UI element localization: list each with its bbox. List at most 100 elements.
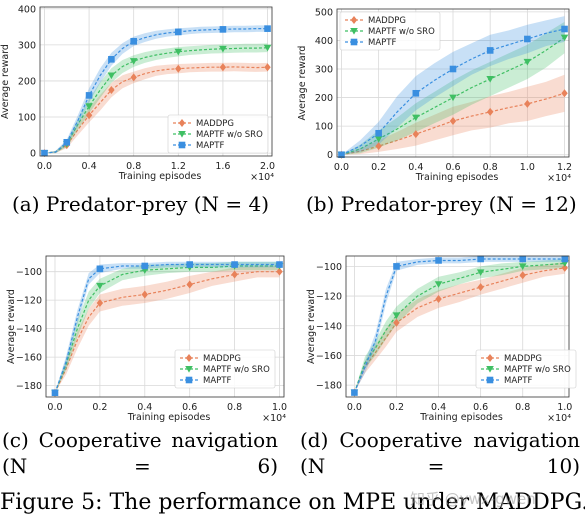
marker-maddpg-d: [435, 295, 442, 304]
y-tick-label-b: 300: [315, 65, 333, 76]
legend-marker-maddpg-d: [486, 354, 494, 362]
legend-marker-maptf-wo-sro-a: [178, 131, 186, 138]
caption-b: (b) Predator-prey (N = 12): [306, 192, 577, 216]
x-tick-label-d: 0.8: [515, 402, 530, 413]
marker-maddpg-d: [477, 283, 484, 292]
legend-label-maptf-wo-sro-c: MAPTF w/o SRO: [203, 365, 270, 375]
marker-maddpg-d: [561, 263, 568, 272]
line-maptf-wo-sro-a: [44, 47, 268, 154]
marker-maddpg-b: [561, 89, 568, 98]
marker-maddpg-c: [276, 267, 283, 276]
x-axis-label-b: Training episodes: [415, 172, 499, 183]
marker-maptf-b: [375, 129, 382, 137]
y-tick-label-b: 200: [315, 93, 333, 104]
marker-maptf-wo-sro-d: [476, 269, 485, 276]
marker-maptf-wo-sro-b: [374, 136, 383, 143]
marker-maptf-b: [561, 25, 568, 33]
x-axis-label-c: Training episodes: [127, 412, 211, 423]
marker-maptf-d: [477, 255, 484, 263]
y-tick-label-a: 400: [18, 4, 36, 15]
plot-frame-b: [336, 8, 570, 158]
x-tick-label-a: 0.8: [126, 161, 141, 172]
marker-maptf-b: [338, 151, 345, 159]
x-tick-label-c: 0.0: [47, 402, 62, 413]
legend-box-a: [167, 114, 269, 154]
marker-maptf-wo-sro-d: [392, 312, 401, 319]
marker-maptf-c: [141, 262, 149, 270]
caption-d: (d) Cooperative navigation (N = 10): [300, 428, 580, 478]
marker-maddpg-b: [412, 130, 420, 139]
marker-maptf-a: [130, 37, 137, 45]
legend-marker-maptf-wo-sro-b: [350, 28, 358, 35]
marker-maptf-c: [186, 261, 193, 268]
x-tick-label-b: 1.2: [557, 162, 572, 173]
marker-maptf-a: [219, 26, 227, 33]
y-tick-label-a: 0: [30, 149, 36, 160]
marker-maptf-a: [175, 28, 182, 36]
legend-label-maddpg-d: MADDPG: [504, 354, 542, 364]
marker-maddpg-c: [186, 280, 193, 289]
x-tick-label-c: 0.4: [137, 402, 152, 413]
x-tick-label-d: 0.4: [431, 402, 446, 413]
y-tick-label-d: −160: [316, 351, 342, 362]
marker-maptf-wo-sro-b: [523, 58, 532, 66]
marker-maptf-c: [276, 261, 283, 268]
x-multiplier-a: ×10⁴: [250, 172, 274, 183]
marker-maddpg-b: [524, 99, 531, 108]
y-tick-label-a: 100: [18, 113, 36, 124]
marker-maptf-wo-sro-a: [263, 44, 272, 52]
legend-marker-maptf-wo-sro-d: [486, 366, 494, 373]
legend-label-maddpg-c: MADDPG: [203, 354, 241, 364]
x-tick-label-b: 0.6: [445, 162, 460, 173]
y-tick-label-c: −180: [16, 381, 42, 392]
y-axis-label-a: Average reward: [0, 44, 11, 119]
y-tick-label-c: −120: [16, 296, 42, 307]
marker-maddpg-a: [175, 64, 182, 73]
legend-marker-maptf-wo-sro-c: [185, 366, 193, 373]
marker-maptf-b: [412, 89, 420, 97]
x-tick-label-b: 0.2: [371, 162, 386, 173]
figure-caption: Figure 5: The performance on MPE under M…: [0, 490, 585, 515]
marker-maptf-wo-sro-a: [174, 48, 183, 56]
legend-label-maptf-d: MAPTF: [504, 376, 532, 386]
legend-label-maptf-a: MAPTF: [196, 141, 224, 151]
marker-maptf-wo-sro-a: [219, 45, 227, 53]
marker-maptf-a: [41, 149, 48, 157]
marker-maptf-c: [231, 261, 238, 268]
chart-b: 0.0 0.2 0.4 0.6 0.8 1.0 1.2 0 100 200 300 400 500 Tra…: [297, 7, 572, 184]
x-tick-label-d: 0.2: [389, 402, 404, 413]
x-tick-label-c: 1.0: [272, 402, 287, 413]
marker-maptf-wo-sro-b: [449, 94, 457, 102]
marker-maptf-c: [96, 265, 104, 273]
band-maptf-wo-sro-b: [341, 21, 565, 155]
marker-maptf-b: [486, 47, 494, 54]
y-tick-label-a: 200: [18, 76, 36, 87]
x-tick-label-a: 2.0: [260, 161, 275, 172]
x-tick-label-d: 0.6: [473, 402, 488, 413]
x-multiplier-c: ×10⁴: [262, 413, 286, 424]
band-maptf-b: [341, 16, 565, 155]
x-tick-label-c: 0.8: [227, 402, 242, 413]
watermark: 知乎 @ywx-gwen: [410, 490, 536, 508]
marker-maddpg-a: [219, 63, 227, 72]
legend-box-d: [475, 349, 577, 389]
marker-maptf-c: [51, 389, 59, 397]
legend-label-maptf-wo-sro-a: MAPTF w/o SRO: [196, 130, 263, 140]
marker-maptf-wo-sro-d: [518, 263, 527, 270]
legend-marker-maptf-a: [178, 141, 186, 149]
chart-a: 0.0 0.4 0.8 1.2 1.6 2.0 0 100 200 300 400 Training …: [0, 4, 275, 183]
y-axis-label-d: Average reward: [306, 289, 317, 364]
legend-marker-maptf-c: [185, 376, 193, 384]
band-maddpg-d: [354, 261, 565, 393]
y-tick-label-a: 300: [18, 40, 36, 51]
marker-maptf-d: [435, 257, 442, 264]
y-tick-label-c: −140: [16, 324, 42, 335]
marker-maptf-wo-sro-a: [107, 72, 116, 80]
y-tick-label-c: −160: [16, 353, 42, 364]
marker-maddpg-a: [85, 111, 93, 120]
legend-marker-maptf-d: [486, 376, 494, 384]
legend-marker-maddpg-a: [178, 119, 186, 127]
